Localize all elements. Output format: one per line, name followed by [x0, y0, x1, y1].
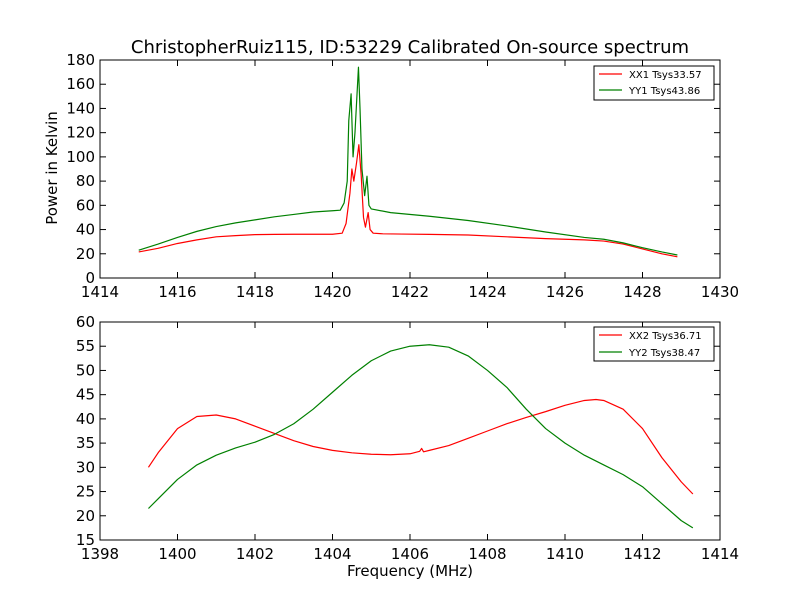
y-tick-label: 30 — [76, 458, 95, 476]
y-tick-label: 160 — [66, 75, 95, 93]
legend-label-yy1: YY1 Tsys43.86 — [628, 86, 700, 97]
bottom-plot-panel: Frequency (MHz) 1398 1400 1402 1404 1406 1408… — [76, 313, 739, 580]
series-line-bottom-red — [147, 398, 694, 495]
chart-title: ChristopherRuiz115, ID:53229 Calibrated … — [131, 37, 689, 58]
top-plot-area — [138, 66, 678, 258]
x-tick-label: 1430 — [701, 283, 739, 301]
legend-label-xx2: XX2 Tsys36.71 — [629, 331, 702, 342]
y-tick-label: 100 — [66, 148, 95, 166]
y-tick-label: 15 — [76, 531, 95, 549]
bottom-legend: XX2 Tsys36.71 YY2 Tsys38.47 — [593, 326, 715, 362]
x-tick-label: 1398 — [81, 545, 119, 563]
top-legend: XX1 Tsys33.57 YY1 Tsys43.86 — [593, 65, 715, 101]
top-axes-frame — [99, 59, 721, 279]
y-tick-label: 55 — [76, 337, 95, 355]
legend-box — [593, 65, 715, 101]
x-tick-label: 1418 — [236, 283, 274, 301]
x-tick-label: 1408 — [468, 545, 506, 563]
y-tick-label: 40 — [76, 410, 95, 428]
y-tick-label: 0 — [85, 269, 95, 287]
x-tick-label: 1428 — [623, 283, 661, 301]
y-tick-label: 20 — [76, 507, 95, 525]
y-tick-label: 140 — [66, 99, 95, 117]
legend-box — [593, 326, 715, 362]
x-tick-label: 1426 — [546, 283, 584, 301]
legend-label-xx1: XX1 Tsys33.57 — [629, 70, 702, 81]
bottom-tick-labels-group: 1398 1400 1402 1404 1406 1408 1410 1412 1414 15 20… — [76, 313, 739, 563]
y-tick-label: 25 — [76, 483, 95, 501]
x-tick-label: 1400 — [158, 545, 196, 563]
x-tick-label: 1420 — [313, 283, 351, 301]
x-tick-label: 1414 — [701, 545, 739, 563]
x-tick-label: 1402 — [236, 545, 274, 563]
top-plot-panel: ChristopherRuiz115, ID:53229 Calibrated … — [43, 37, 739, 301]
bottom-plot-area — [147, 344, 694, 529]
x-tick-label: 1406 — [391, 545, 429, 563]
x-tick-label: 1424 — [468, 283, 506, 301]
y-tick-label: 40 — [76, 221, 95, 239]
y-tick-label: 180 — [66, 51, 95, 69]
series-line-top-green — [138, 66, 678, 256]
x-tick-label: 1422 — [391, 283, 429, 301]
y-tick-label: 50 — [76, 361, 95, 379]
y-tick-label: 60 — [76, 196, 95, 214]
y-tick-label: 120 — [66, 124, 95, 142]
y-tick-label: 35 — [76, 434, 95, 452]
series-line-bottom-green — [148, 344, 694, 529]
x-tick-label: 1412 — [623, 545, 661, 563]
top-tick-labels-group: 1414 1416 1418 1420 1422 1424 1426 1428 1430 0 20 4… — [66, 51, 739, 301]
legend-label-yy2: YY2 Tsys38.47 — [628, 348, 700, 359]
bottom-axes-frame — [99, 321, 721, 541]
y-tick-label: 45 — [76, 386, 95, 404]
y-tick-label: 20 — [76, 245, 95, 263]
x-tick-label: 1404 — [313, 545, 351, 563]
series-line-top-red — [138, 144, 678, 258]
x-tick-label: 1414 — [81, 283, 119, 301]
x-axis-label: Frequency (MHz) — [347, 562, 473, 580]
x-tick-label: 1416 — [158, 283, 196, 301]
y-tick-label: 80 — [76, 172, 95, 190]
y-axis-label-top: Power in Kelvin — [43, 111, 61, 225]
y-tick-label: 60 — [76, 313, 95, 331]
x-tick-label: 1410 — [546, 545, 584, 563]
